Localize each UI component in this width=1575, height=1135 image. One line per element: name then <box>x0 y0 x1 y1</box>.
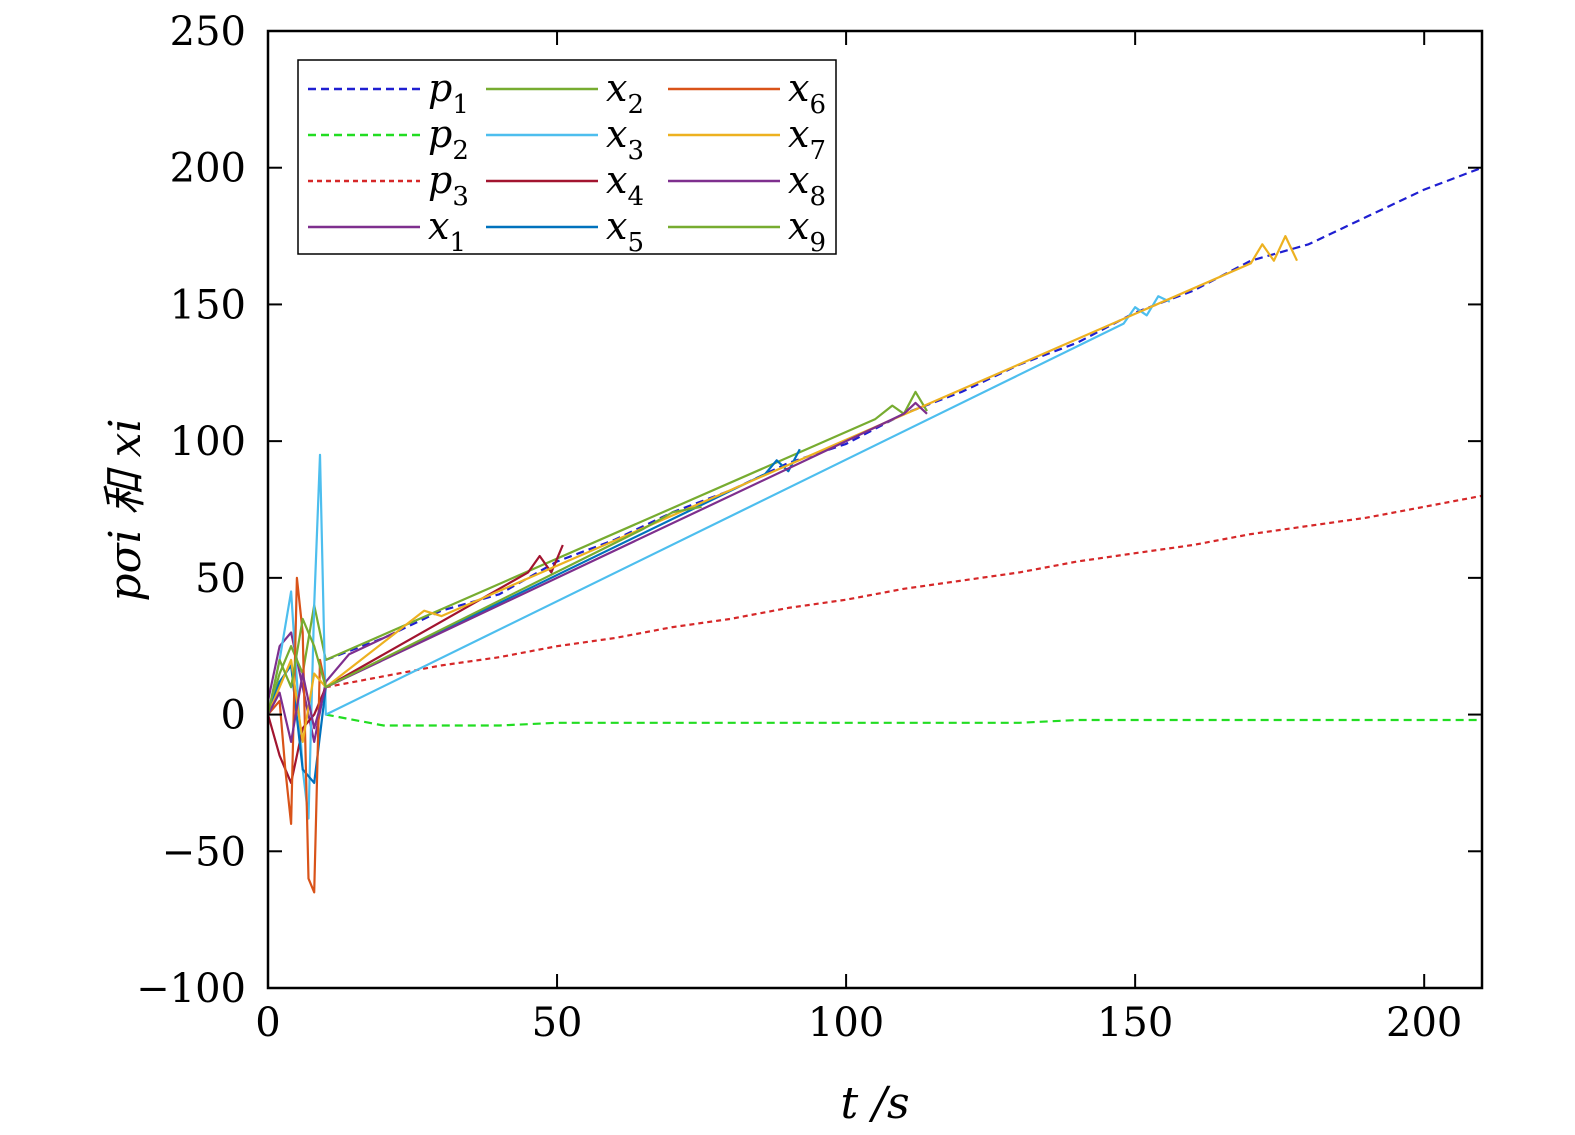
legend-label: x7 <box>788 112 826 166</box>
legend-label: x2 <box>606 66 644 120</box>
y-tick-label: 200 <box>170 146 246 192</box>
y-tick-label: 100 <box>170 419 246 465</box>
series-line-x6 <box>268 576 327 894</box>
x-tick-label: 100 <box>808 1000 884 1046</box>
y-tick-label: 150 <box>170 282 246 328</box>
series-line-x3 <box>268 295 1171 820</box>
legend-label: x1 <box>428 204 466 258</box>
x-tick-label: 200 <box>1386 1000 1462 1046</box>
x-tick-label: 150 <box>1097 1000 1173 1046</box>
legend-box <box>297 59 837 255</box>
x-tick-label: 0 <box>255 1000 280 1046</box>
legend-label: p3 <box>428 158 469 212</box>
legend-label: x6 <box>788 66 826 120</box>
series-line-x9 <box>268 505 702 715</box>
y-tick-label: 50 <box>195 556 246 602</box>
legend-label: x3 <box>606 112 644 166</box>
legend-label: p2 <box>428 112 469 166</box>
legend-label: x9 <box>788 204 826 258</box>
y-axis-title: pσi 和 xi <box>100 418 151 601</box>
plot-frame <box>266 29 1484 990</box>
legend-label: x8 <box>788 158 826 212</box>
y-tick-label: −50 <box>162 829 246 875</box>
series-line-x8 <box>268 401 928 744</box>
tick-layer: 0 50 100 150 200 −100 −50 0 50 100 150 200 250 <box>136 9 1482 1046</box>
legend: p1 x2 x6 p2 x3 x7 p3 x4 x8 x1 x5 x9 <box>297 59 837 258</box>
y-tick-label: 0 <box>221 693 246 739</box>
legend-label: p1 <box>428 66 469 120</box>
series-line-p3 <box>325 494 1482 689</box>
legend-label: x5 <box>606 204 644 258</box>
series-line-p2 <box>325 713 1482 727</box>
series-layer <box>268 166 1482 894</box>
x-tick-label: 50 <box>532 1000 583 1046</box>
y-tick-label: −100 <box>136 966 246 1012</box>
y-tick-label: 250 <box>170 9 246 55</box>
x-axis-title: t /s <box>840 1078 909 1129</box>
legend-label: x4 <box>606 158 644 212</box>
series-line-x2 <box>268 390 928 715</box>
